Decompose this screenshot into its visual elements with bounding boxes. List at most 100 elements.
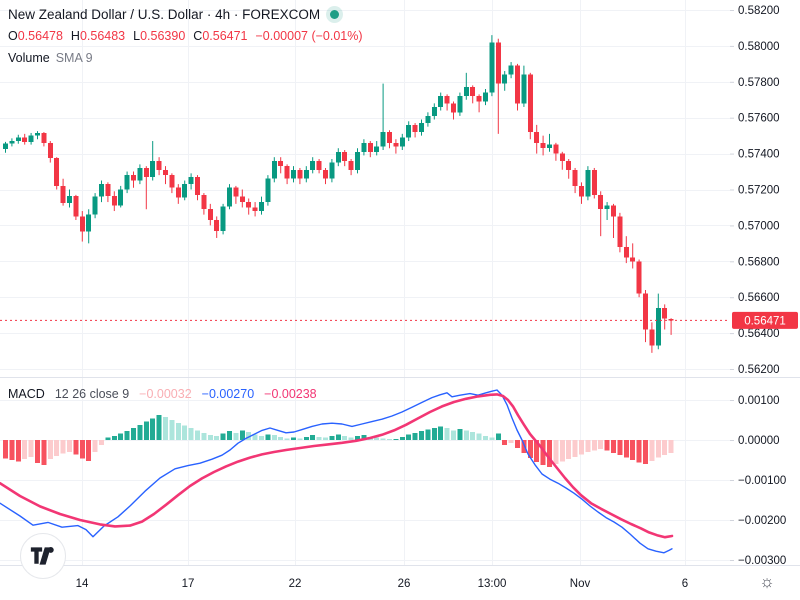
candle-body [252, 207, 258, 212]
macd-axis-label: 0.00100 [738, 395, 780, 407]
candle-body [227, 187, 232, 207]
candle-body [406, 124, 412, 138]
candle-body [124, 175, 130, 190]
macd-histogram-bar [169, 420, 175, 440]
macd-histogram-bar [28, 440, 34, 457]
pane-separators [0, 377, 800, 566]
candle-body [105, 184, 111, 196]
macd-legend: MACD 12 26 close 9 −0.00032 −0.00270 −0.… [8, 387, 317, 401]
macd-histogram-bar [291, 437, 296, 440]
candle-body [374, 146, 380, 152]
candle-body [451, 103, 456, 113]
candle-body [623, 246, 629, 258]
candle-body [483, 92, 488, 102]
candle-body [111, 195, 117, 206]
price-change: −0.00007 (−0.01%) [255, 29, 363, 43]
price-axis-label: 0.57600 [738, 113, 780, 125]
market-status-dot[interactable] [330, 10, 340, 19]
tradingview-logo-mark [30, 546, 54, 565]
candle-body [547, 144, 552, 149]
candle-body [367, 142, 373, 152]
macd-histogram-bar [9, 440, 15, 460]
macd-histogram-bar [111, 436, 117, 440]
time-axis-label: 17 [182, 578, 195, 590]
price-axis-label: 0.56400 [738, 328, 780, 340]
candle-body [41, 132, 47, 143]
candle-body [540, 142, 546, 149]
macd-histogram-bar [662, 440, 668, 456]
candle-body [393, 142, 399, 147]
ohlc-open: O0.56478 [8, 29, 63, 43]
macd-line-value: −0.00270 [201, 387, 255, 401]
time-axis-settings-gear-icon[interactable]: ☼ [759, 572, 775, 591]
macd-indicator-name[interactable]: MACD [8, 387, 45, 401]
macd-histogram-bar [60, 440, 66, 454]
price-axis-label: 0.57200 [738, 185, 780, 197]
volume-legend: Volume SMA 9 [8, 51, 93, 65]
candle-body [310, 160, 316, 170]
price-axis-label: 0.57400 [738, 149, 780, 161]
candle-body [617, 216, 623, 247]
candle-body [348, 160, 354, 170]
candle-body [335, 151, 341, 163]
candle-body [3, 143, 8, 150]
macd-histogram-bar [425, 429, 431, 440]
macd-histogram-bar [188, 428, 194, 440]
macd-histogram-bar [316, 436, 322, 440]
macd-histogram-bar [438, 426, 444, 440]
candle-body [438, 96, 444, 107]
candle-body [303, 169, 309, 179]
candle-body [399, 137, 405, 147]
candle-body [278, 160, 284, 167]
tradingview-logo[interactable] [20, 533, 66, 579]
macd-histogram-bar [163, 416, 168, 440]
candle-body [508, 65, 514, 75]
macd-histogram-bar [451, 430, 456, 440]
candle-body [143, 167, 149, 177]
current-price-badge [732, 311, 798, 329]
macd-histogram-bar [73, 440, 79, 455]
candle-body [47, 142, 53, 159]
macd-histogram-bar [131, 428, 136, 440]
price-axis-label: 0.56600 [738, 292, 780, 304]
symbol-legend: New Zealand Dollar / U.S. Dollar · 4h · … [8, 7, 340, 22]
macd-histogram-bar [41, 440, 47, 465]
macd-signal-line [0, 393, 674, 539]
volume-indicator-name[interactable]: Volume [8, 51, 50, 65]
candle-body [502, 74, 508, 84]
candle-body [495, 42, 501, 84]
time-axis[interactable]: 14 17 22 26 13:00 Nov 6 [76, 578, 689, 590]
macd-histogram-bar [92, 440, 98, 452]
macd-histogram-bar [143, 421, 149, 440]
macd-axis[interactable]: 0.00100 0.00000 −0.00100 −0.00200 −0.00300 [730, 395, 786, 567]
price-axis[interactable]: 0.58200 0.58000 0.57800 0.57600 0.57400 0.572… [730, 5, 798, 376]
candle-body [579, 185, 584, 197]
macd-histogram-bar [79, 440, 85, 459]
macd-histogram-bar [399, 436, 405, 440]
macd-histogram-bar [47, 440, 53, 460]
macd-histogram-bar [201, 432, 207, 440]
candle-body [329, 162, 335, 179]
macd-histogram-bar [342, 436, 348, 440]
candle-body [67, 195, 72, 203]
time-axis-label: 13:00 [478, 578, 507, 590]
candle-body [246, 202, 252, 208]
candle-body [457, 96, 463, 113]
macd-histogram-bar [502, 440, 508, 445]
candle-body [534, 132, 540, 143]
symbol-title[interactable]: New Zealand Dollar / U.S. Dollar · 4h · … [8, 7, 321, 22]
macd-histogram-bar [278, 436, 284, 440]
candle-body [188, 176, 194, 185]
macd-indicator-params: 12 26 close 9 [54, 387, 130, 401]
macd-histogram-bar [463, 430, 469, 440]
macd-histogram-bar [137, 424, 143, 440]
candle-body [284, 166, 290, 179]
macd-histogram-bar [150, 418, 156, 440]
macd-histogram-bar [175, 423, 181, 440]
macd-histogram-bar [579, 440, 584, 455]
macd-histogram-bar [22, 440, 28, 460]
macd-histogram-bar [214, 436, 220, 440]
candle-body [265, 178, 271, 203]
macd-histogram-bar [534, 440, 540, 462]
